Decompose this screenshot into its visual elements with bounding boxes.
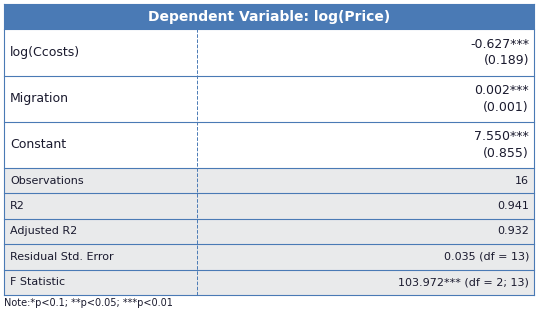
Bar	[4, 168, 534, 193]
Text: Adjusted R2: Adjusted R2	[10, 226, 77, 236]
Bar	[4, 219, 534, 244]
Text: F Statistic: F Statistic	[10, 277, 65, 287]
Text: 103.972*** (df = 2; 13): 103.972*** (df = 2; 13)	[398, 277, 529, 287]
Text: Observations: Observations	[10, 176, 83, 186]
Text: Residual Std. Error: Residual Std. Error	[10, 252, 114, 262]
Text: 0.941: 0.941	[497, 201, 529, 211]
Text: Migration: Migration	[10, 92, 69, 105]
Text: Constant: Constant	[10, 139, 66, 152]
Text: 0.002***: 0.002***	[475, 84, 529, 97]
Bar	[4, 4, 534, 29]
Bar	[4, 244, 534, 269]
Bar	[4, 122, 534, 168]
Text: Dependent Variable: log(Price): Dependent Variable: log(Price)	[148, 10, 390, 24]
Bar	[4, 75, 534, 122]
Text: log(Ccosts): log(Ccosts)	[10, 46, 80, 59]
Text: Note:*p<0.1; **p<0.05; ***p<0.01: Note:*p<0.1; **p<0.05; ***p<0.01	[4, 298, 173, 308]
Text: (0.189): (0.189)	[484, 54, 529, 67]
Text: 7.550***: 7.550***	[475, 130, 529, 143]
Text: 0.932: 0.932	[497, 226, 529, 236]
Bar	[4, 269, 534, 295]
Text: 16: 16	[515, 176, 529, 186]
Bar	[4, 29, 534, 75]
Bar	[4, 193, 534, 219]
Text: (0.001): (0.001)	[483, 100, 529, 113]
Text: R2: R2	[10, 201, 25, 211]
Text: -0.627***: -0.627***	[470, 38, 529, 51]
Text: 0.035 (df = 13): 0.035 (df = 13)	[444, 252, 529, 262]
Text: (0.855): (0.855)	[483, 147, 529, 160]
